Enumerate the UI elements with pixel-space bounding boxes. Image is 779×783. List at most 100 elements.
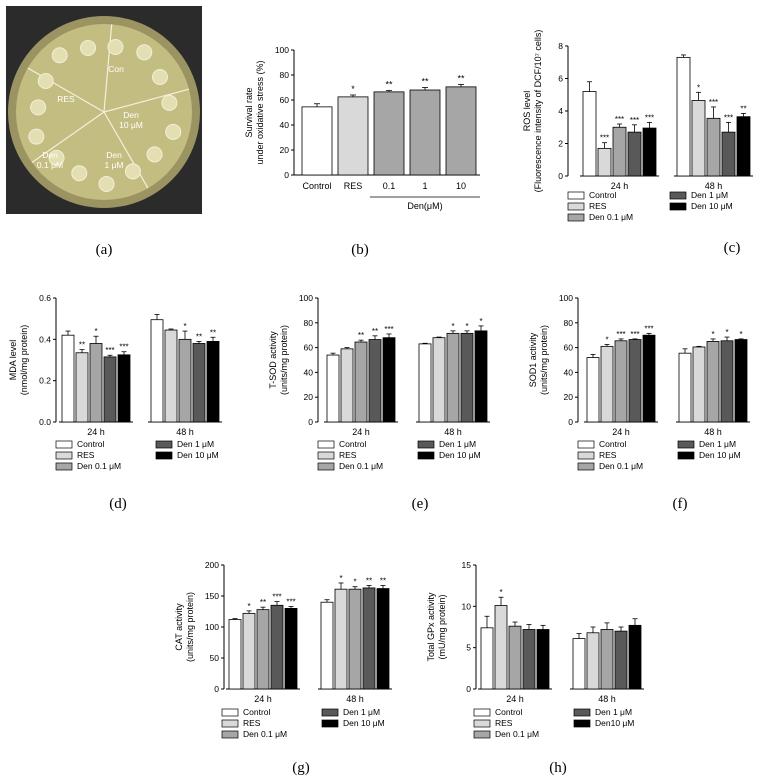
bar [720,340,734,423]
legend-swatch [677,451,695,460]
group-label: 48 h [705,181,723,191]
bar [75,352,89,423]
panel-label-d: (d) [109,496,127,512]
bar [117,354,131,423]
colony-spot [146,146,163,163]
y-tick-label: 0.0 [39,417,51,427]
significance-mark: *** [645,113,654,122]
legend-label: Den 10 μM [699,450,741,460]
legend-swatch [573,708,591,717]
colony-spot [124,163,141,180]
legend-swatch [55,462,73,471]
significance-mark: ** [210,328,216,337]
bar [582,91,597,177]
bar [734,339,748,423]
bar [597,147,612,177]
legend-label: RES [495,718,513,728]
significance-mark: *** [286,598,295,607]
panel-label-e: (e) [411,496,429,512]
significance-mark: *** [384,325,393,334]
bar [256,609,270,690]
significance-mark: * [94,327,97,336]
bar [337,96,369,176]
significance-mark: * [339,574,342,583]
significance-mark: ** [740,104,746,113]
group-label: 24 h [254,694,272,704]
bar [192,343,206,423]
petri-dish-photo: Con RES Den 10 μM Den 1 μM Den 0.1 μM [6,6,202,214]
legend-label: RES [599,450,617,460]
bar [178,338,192,423]
legend-swatch [55,440,73,449]
chart-cat-activity: 0 50 100 150 200 CAT activity (units/mg protei… [174,560,392,739]
y-tick-label: 0 [284,170,289,180]
significance-mark: ** [372,327,378,336]
legend-swatch [577,462,595,471]
significance-mark: ** [358,331,364,340]
bar [586,632,600,690]
sector-label: 10 μM [119,120,143,130]
legend-swatch [577,440,595,449]
legend-label: Control [599,439,627,449]
y-axis-label: Survival rate [244,87,254,137]
y-tick-label: 2 [558,139,563,149]
y-tick-label: 20 [280,145,290,155]
bar [340,348,354,423]
bar [354,341,368,423]
colony-spot [28,128,45,145]
group-label: 24 h [612,427,630,437]
group-label: 24 h [87,427,105,437]
y-tick-label: 150 [205,591,219,601]
legend-swatch [473,730,491,739]
bar [586,357,600,423]
y-tick-label: 20 [564,392,574,402]
significance-mark: * [351,84,355,94]
legend-label: Den 1 μM [343,707,380,717]
bar [721,131,736,177]
bar [164,329,178,423]
legend-label: RES [589,201,607,211]
y-tick-label: 60 [280,95,290,105]
y-tick-label: 60 [304,343,314,353]
chart-ros-level: 0 2 4 6 8 ROS level (Fluorescence intensity of… [522,30,753,222]
legend-swatch [669,191,687,200]
group-label: 24 h [352,427,370,437]
x-tick-label: 1 [422,181,427,191]
sector-divider [103,111,149,189]
significance-mark: * [479,317,482,326]
legend-swatch [221,719,239,728]
y-tick-label: 100 [299,293,313,303]
significance-mark: * [465,322,468,331]
y-tick-label: 80 [304,318,314,328]
legend-swatch [317,440,335,449]
significance-mark: ** [457,73,465,83]
bar [320,601,334,690]
panel-label-b: (b) [351,242,369,258]
legend-swatch [473,708,491,717]
panel-label-c: (c) [723,240,741,256]
chart-sod1-activity: 0 20 40 60 80 100 SOD1 activity (units/mg prote… [528,293,750,471]
panel-label-a: (a) [95,242,113,258]
bar [474,330,488,423]
legend-label: Den 0.1 μM [77,461,121,471]
legend-label: Den 1 μM [595,707,632,717]
sector-label: Con [108,64,124,74]
legend-label: Control [589,190,617,200]
legend-swatch [155,451,173,460]
group-label: 48 h [444,427,462,437]
significance-mark: *** [600,134,609,143]
legend-label: Den 0.1 μM [243,729,287,739]
legend-swatch [573,719,591,728]
panel-label-h: (h) [549,760,567,776]
bar [326,354,340,423]
y-axis-label: ROS level [522,91,532,132]
bar [228,619,242,690]
legend-label: Control [339,439,367,449]
legend-label: Den10 μM [595,718,634,728]
bar [242,612,256,690]
bar [691,100,706,177]
chart-tsod-activity: 0 20 40 60 80 100 T-SOD activity (units/mg prot… [268,293,490,471]
y-axis-label: (nmol/mg protein) [19,325,29,396]
significance-mark: ** [79,341,85,350]
legend-label: Den 0.1 μM [339,461,383,471]
